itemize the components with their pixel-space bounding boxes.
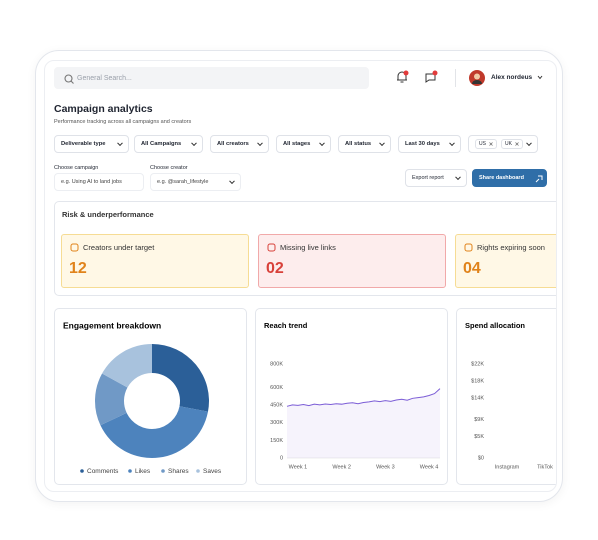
campaign-placeholder: e.g. Using AI to land jobs	[61, 179, 122, 185]
x-tick-label: Week 3	[376, 464, 395, 470]
filter-label: Last 30 days	[405, 141, 440, 147]
risk-label: Missing live links	[280, 243, 336, 252]
search-icon	[64, 74, 74, 84]
region-chip[interactable]: UK	[500, 139, 523, 149]
chip-label: US	[479, 141, 486, 147]
filter-label: All stages	[283, 141, 311, 147]
y-tick-label: $9K	[474, 417, 484, 423]
risk-label: Rights expiring soon	[477, 243, 545, 252]
page-title: Campaign analytics	[54, 103, 153, 115]
legend-swatch	[196, 469, 200, 473]
region-select[interactable]: US UK	[468, 135, 538, 153]
creator-placeholder: e.g. @sarah_lifestyle	[157, 179, 209, 185]
search-placeholder: General Search...	[77, 74, 132, 82]
divider	[455, 69, 456, 87]
x-tick-label: Instagram	[495, 464, 520, 470]
legend-swatch	[80, 469, 84, 473]
filter-label: Deliverable type	[61, 141, 106, 147]
chart-title: Spend allocation	[465, 321, 525, 330]
donut-segment	[152, 344, 209, 412]
spend-chart: Spend allocation $22K $18K $14K $9K $5K $0 Inst…	[465, 321, 553, 470]
risk-icon	[267, 243, 276, 252]
export-button[interactable]: Export report	[405, 169, 467, 187]
x-tick-label: Week 2	[332, 464, 351, 470]
y-tick-label: $5K	[474, 434, 484, 440]
user-name[interactable]: Alex nordeus	[491, 74, 533, 81]
y-tick-label: $18K	[471, 379, 484, 385]
x-tick-label: Week 4	[420, 464, 439, 470]
creator-input[interactable]: e.g. @sarah_lifestyle	[150, 173, 241, 191]
y-tick-label: 800K	[270, 361, 283, 367]
chip-list: US UK	[475, 139, 523, 149]
notification-icon[interactable]	[395, 70, 409, 84]
legend-label: Likes	[135, 468, 151, 475]
y-tick-label: $22K	[471, 361, 484, 367]
donut-segment	[100, 406, 208, 458]
y-tick-label: 0	[280, 455, 283, 461]
y-tick-label: $0	[478, 455, 484, 461]
legend-label: Shares	[168, 468, 189, 475]
filter-label: All creators	[217, 141, 249, 147]
risk-title: Risk & underperformance	[62, 210, 154, 219]
filter-label: All status	[345, 141, 372, 147]
donut-segment	[95, 373, 128, 426]
filter-dropdown[interactable]: All stages	[276, 135, 331, 153]
y-tick-label: 600K	[270, 385, 283, 391]
search-box[interactable]: General Search...	[54, 67, 369, 89]
share-label: Share dashboard	[479, 175, 524, 181]
engagement-chart: Engagement breakdown Comments Likes Shares S…	[63, 320, 222, 475]
y-tick-label: 300K	[270, 420, 283, 426]
avatar[interactable]	[469, 70, 485, 86]
reach-chart: Reach trend 800K 600K 450K 300K 150K 0 Week 1 We…	[264, 321, 441, 470]
spend-card: Spend allocation $22K $18K $14K $9K $5K $0 Inst…	[456, 308, 556, 485]
user-chevron[interactable]	[537, 75, 543, 80]
page-subtitle: Performance tracking across all campaign…	[54, 119, 192, 125]
chip-remove[interactable]	[515, 141, 519, 147]
y-tick-label: 150K	[270, 438, 283, 444]
chart-title: Engagement breakdown	[63, 320, 161, 330]
legend-swatch	[128, 469, 132, 473]
campaign-label: Choose campaign	[54, 165, 99, 171]
creator-label: Choose creator	[150, 165, 188, 171]
legend-label: Comments	[87, 468, 119, 475]
filter-dropdown[interactable]: All Campaigns	[134, 135, 203, 153]
y-tick-label: 450K	[270, 403, 283, 409]
risk-value: 02	[266, 260, 284, 277]
chart-title: Reach trend	[264, 321, 308, 330]
risk-card: Creators under target 12	[61, 234, 249, 288]
risk-label: Creators under target	[83, 243, 155, 252]
dashboard: General Search... Alex nordeus Campaign …	[44, 60, 557, 492]
region-chip[interactable]: US	[475, 139, 497, 149]
chip-label: UK	[504, 141, 512, 147]
campaign-input[interactable]: e.g. Using AI to land jobs	[54, 173, 144, 191]
messages-icon[interactable]	[424, 70, 438, 84]
risk-value: 12	[69, 260, 87, 277]
filter-dropdown[interactable]: All status	[338, 135, 391, 153]
export-label: Export report	[412, 175, 444, 181]
filter-dropdown[interactable]: Deliverable type	[54, 135, 129, 153]
risk-icon	[70, 243, 79, 252]
chip-remove[interactable]	[489, 141, 493, 147]
x-tick-label: TikTok	[537, 464, 553, 470]
risk-card: Missing live links 02	[258, 234, 446, 288]
trend-line	[286, 388, 441, 407]
share-button[interactable]: Share dashboard	[472, 169, 547, 187]
legend-swatch	[161, 469, 165, 473]
risk-card: Rights expiring soon 04	[455, 234, 556, 288]
risk-value: 04	[463, 260, 481, 277]
risk-icon	[464, 243, 473, 252]
filter-label: All Campaigns	[141, 141, 182, 147]
reach-card: Reach trend 800K 600K 450K 300K 150K 0 Week 1 We…	[255, 308, 448, 485]
filter-dropdown[interactable]: Last 30 days	[398, 135, 461, 153]
area	[287, 388, 440, 458]
donut-segment	[102, 344, 152, 388]
share-icon	[535, 175, 543, 183]
legend-label: Saves	[203, 468, 222, 475]
y-tick-label: $14K	[471, 396, 484, 402]
engagement-card: Engagement breakdown Comments Likes Shares S…	[54, 308, 247, 485]
x-tick-label: Week 1	[289, 464, 308, 470]
filter-dropdown[interactable]: All creators	[210, 135, 269, 153]
